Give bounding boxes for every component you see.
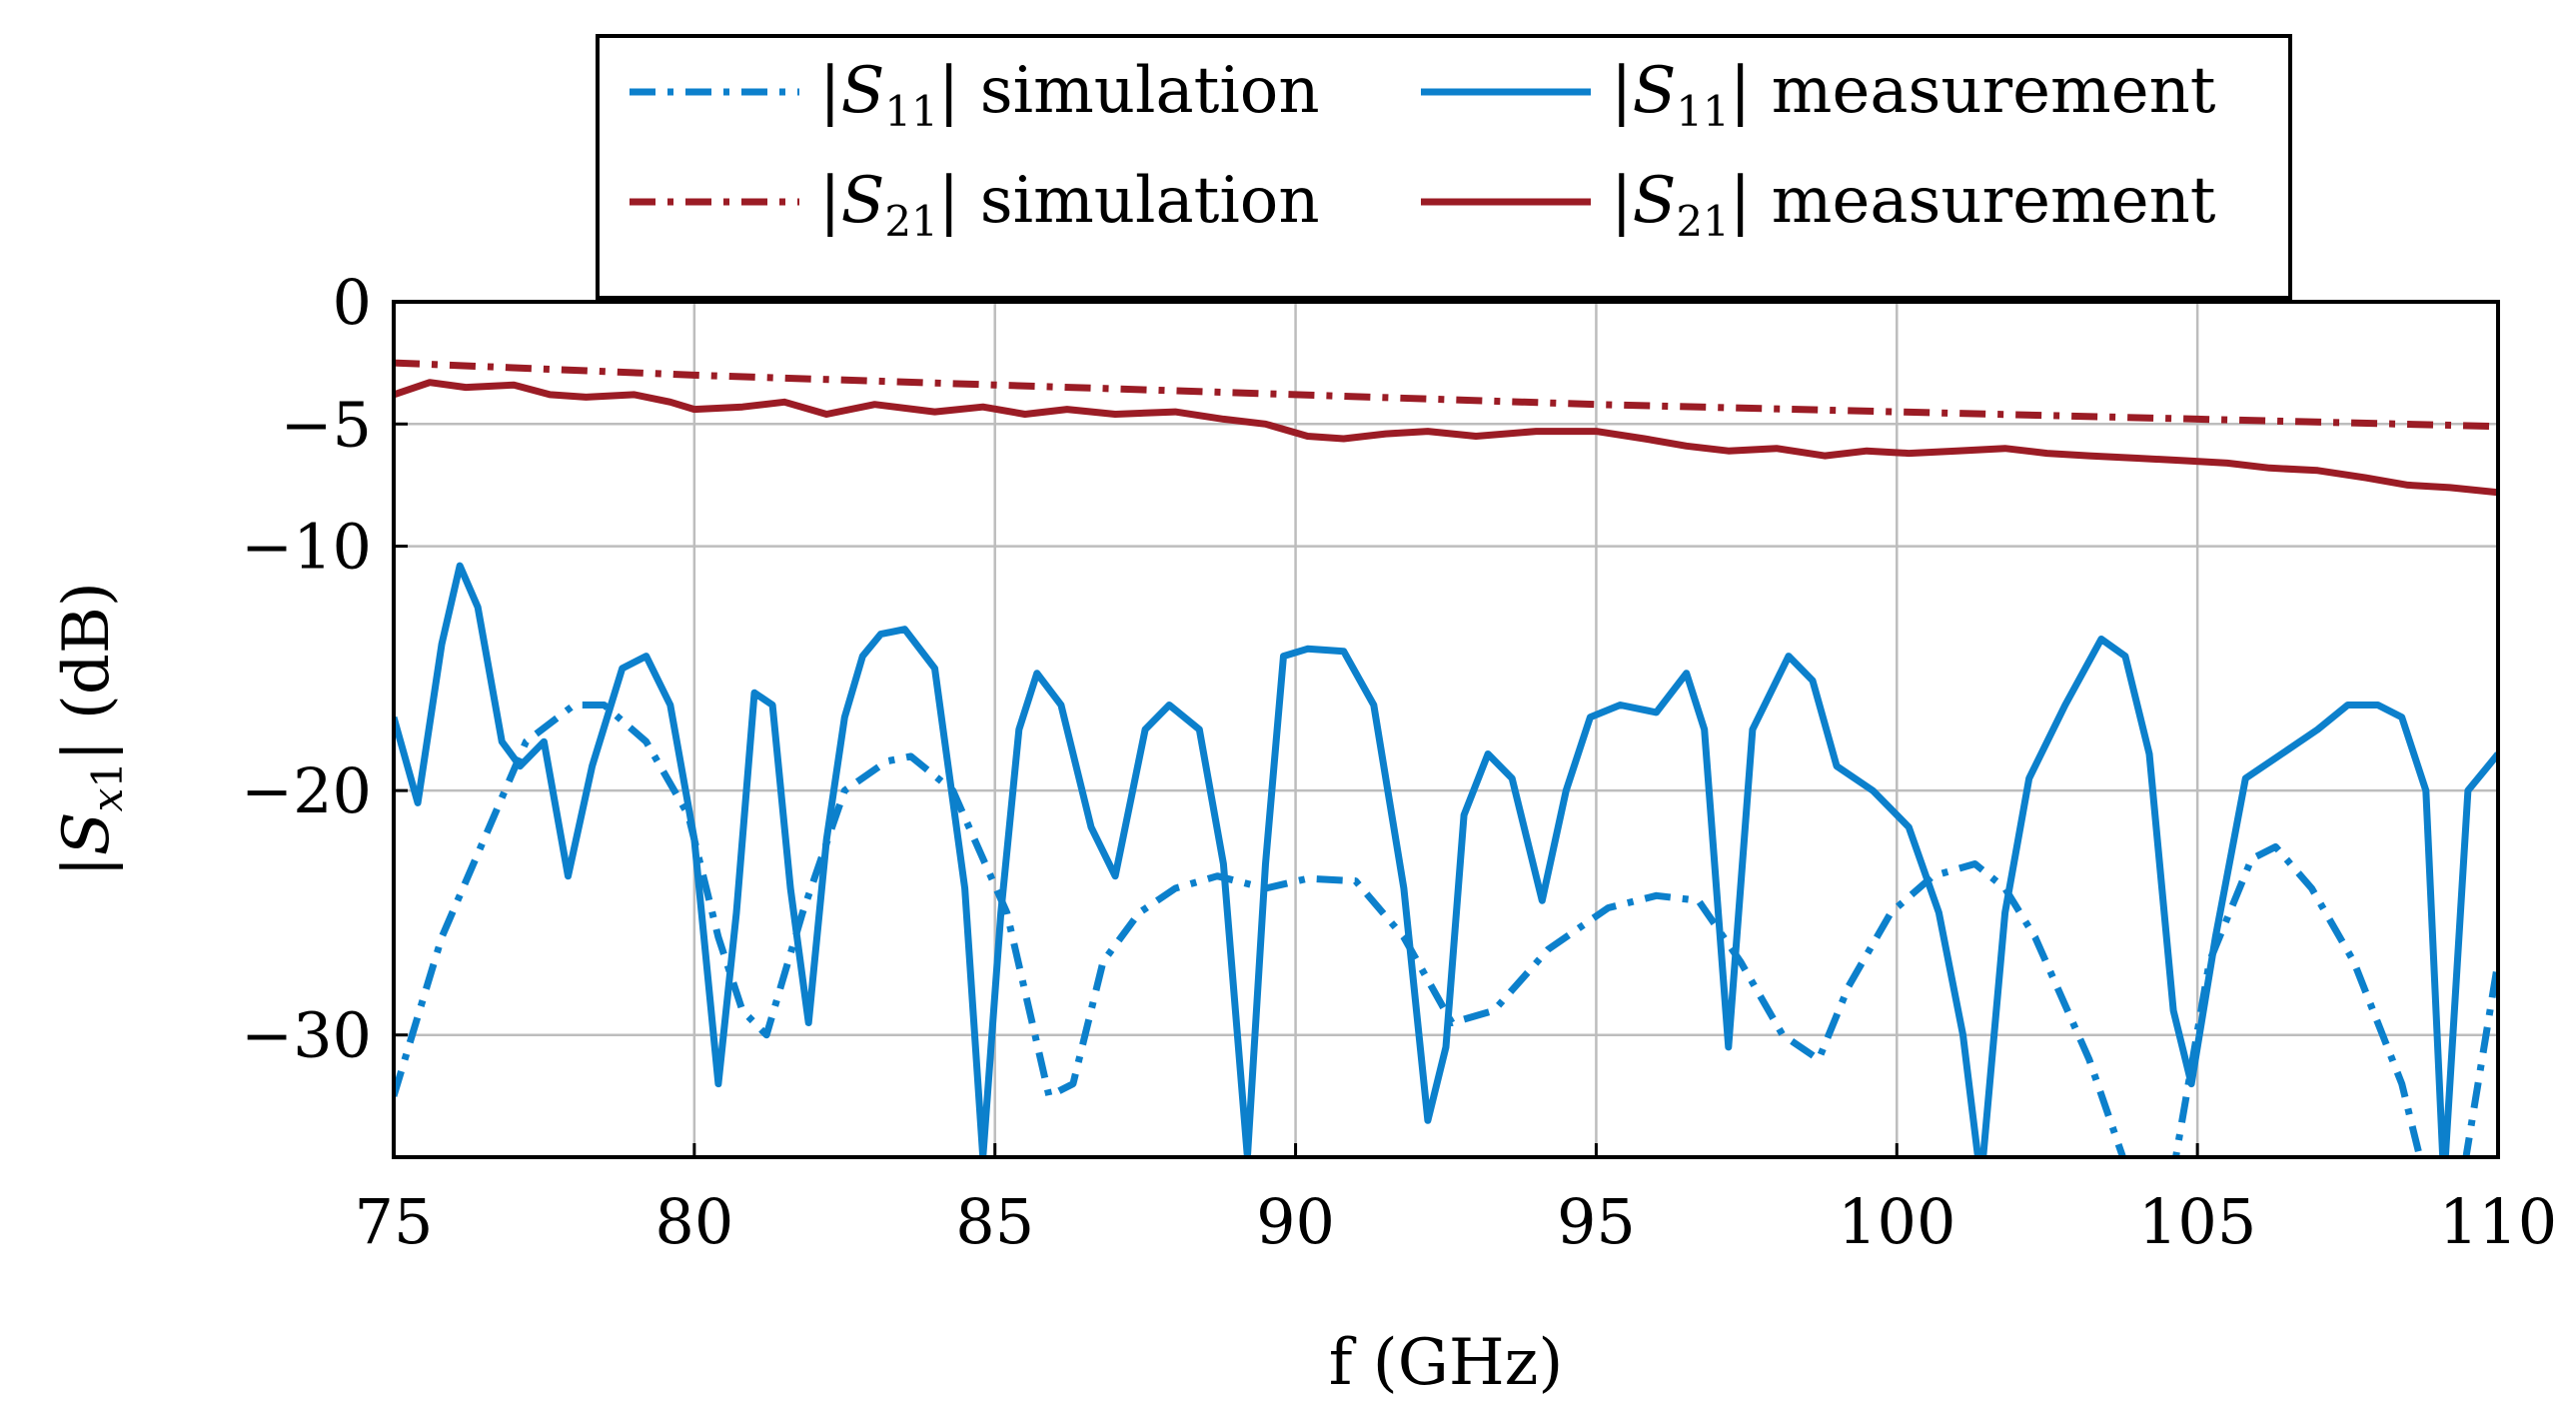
y-axis-label: |Sx1| (dB) <box>50 582 132 877</box>
y-tick-label: −30 <box>241 999 372 1072</box>
svg-text:|Sx1| (dB): |Sx1| (dB) <box>50 582 132 877</box>
legend-item: |S11| measurement <box>1421 54 2216 136</box>
x-tick-label: 85 <box>955 1185 1034 1258</box>
legend-item: |S21| measurement <box>1421 164 2216 246</box>
x-tick-label: 110 <box>2439 1185 2557 1258</box>
series-line-2 <box>394 562 2498 1157</box>
legend-item: |S21| simulation <box>630 164 1320 246</box>
x-tick-labels: 75 80 85 90 95 100 105 110 <box>355 1185 2558 1258</box>
x-tick-label: 95 <box>1557 1185 1636 1258</box>
series-line-4 <box>394 379 2498 497</box>
y-tick-label: −10 <box>241 511 372 584</box>
x-tick-label: 105 <box>2138 1185 2256 1258</box>
legend-item: |S11| simulation <box>630 54 1320 136</box>
y-tick-label: 0 <box>333 266 372 339</box>
y-tick-labels: 0 −5 −10 −20 −30 <box>241 266 372 1072</box>
legend-box <box>596 34 2292 300</box>
legend: |S11| simulation |S11| measurement |S21| s… <box>596 34 2292 300</box>
y-tick-label: −5 <box>281 388 372 461</box>
plot-frame <box>392 300 2500 1159</box>
x-tick-label: 75 <box>355 1185 434 1258</box>
y-tick-label: −20 <box>241 754 372 827</box>
x-tick-label: 100 <box>1838 1185 1955 1258</box>
series-line-3 <box>394 359 2498 431</box>
x-axis-label: f (GHz) <box>1329 1326 1564 1400</box>
legend-label: |S21| simulation <box>819 164 1320 246</box>
plot-series <box>394 359 2498 1157</box>
x-tick-label: 80 <box>654 1185 733 1258</box>
legend-label: |S11| measurement <box>1611 54 2216 136</box>
legend-label: |S11| simulation <box>819 54 1320 136</box>
legend-label: |S21| measurement <box>1611 164 2216 246</box>
x-tick-label: 90 <box>1256 1185 1335 1258</box>
series-line-1 <box>394 702 2498 1157</box>
